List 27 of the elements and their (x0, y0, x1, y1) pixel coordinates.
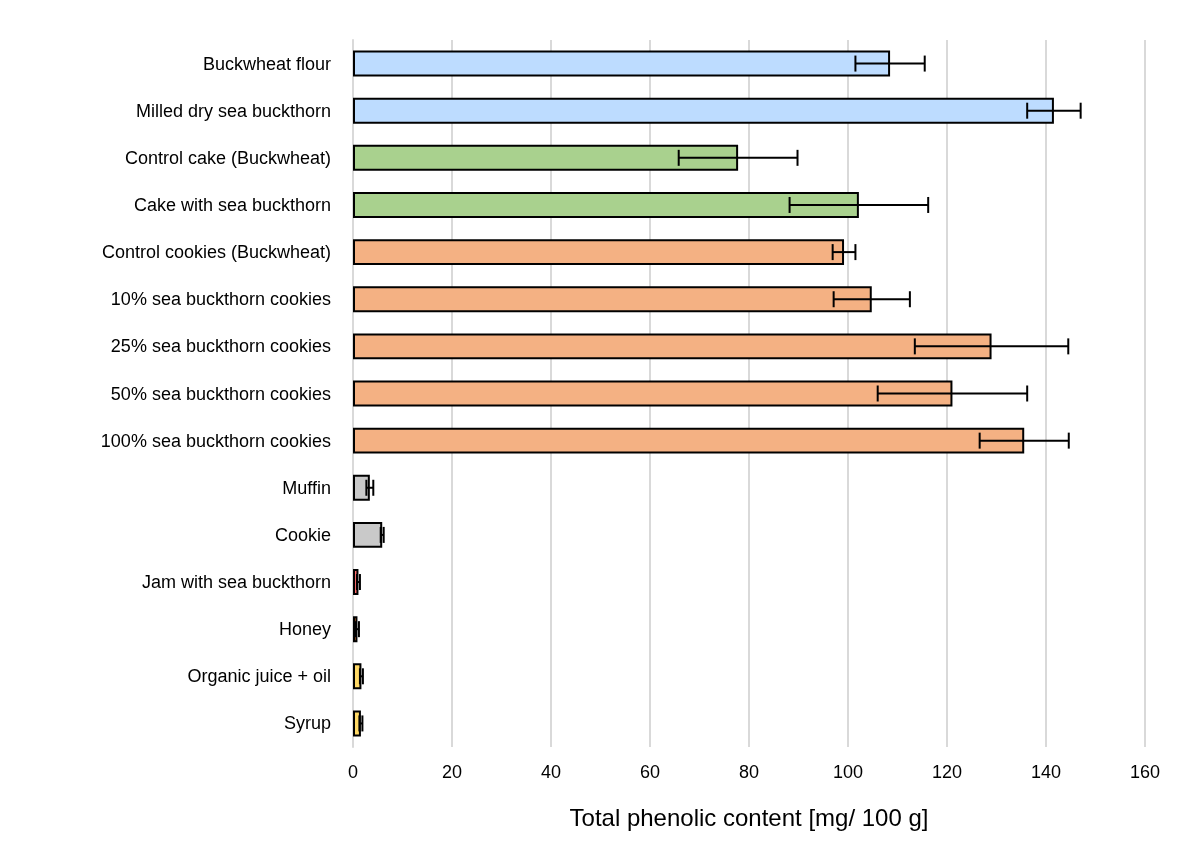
bar (353, 521, 383, 548)
x-tick-label: 120 (931, 762, 963, 782)
y-tick-label: Milled dry sea buckthorn (135, 100, 331, 121)
x-tick-label: 80 (738, 762, 760, 782)
y-tick-label: Buckwheat flour (202, 53, 331, 74)
y-tick-label: 10% sea buckthorn cookies (110, 289, 331, 310)
y-tick-label: Muffin (282, 477, 331, 498)
y-tick-label: 25% sea buckthorn cookies (110, 336, 331, 357)
bar (353, 474, 370, 501)
x-tick-label: 140 (1030, 762, 1062, 782)
x-tick-label: 100 (832, 762, 864, 782)
y-tick-label: Jam with sea buckthorn (141, 572, 331, 593)
y-tick-label: 50% sea buckthorn cookies (110, 383, 331, 404)
y-tick-label: Cookie (274, 524, 331, 545)
y-tick-label: 100% sea buckthorn cookies (100, 430, 331, 451)
x-tick-label: 40 (540, 762, 562, 782)
x-tick-label: 60 (639, 762, 661, 782)
y-tick-label: Cake with sea buckthorn (133, 194, 331, 215)
y-tick-label: Syrup (283, 713, 331, 734)
x-tick-label: 20 (441, 762, 463, 782)
y-tick-label: Organic juice + oil (187, 666, 331, 687)
y-tick-label: Control cake (Buckwheat) (124, 147, 331, 168)
y-tick-label: Honey (278, 619, 331, 640)
x-axis-title: Total phenolic content [mg/ 100 g] (569, 803, 929, 831)
x-tick-label: 0 (347, 762, 359, 782)
y-tick-label: Control cookies (Buckwheat) (101, 242, 331, 263)
x-tick-label: 160 (1129, 762, 1161, 782)
